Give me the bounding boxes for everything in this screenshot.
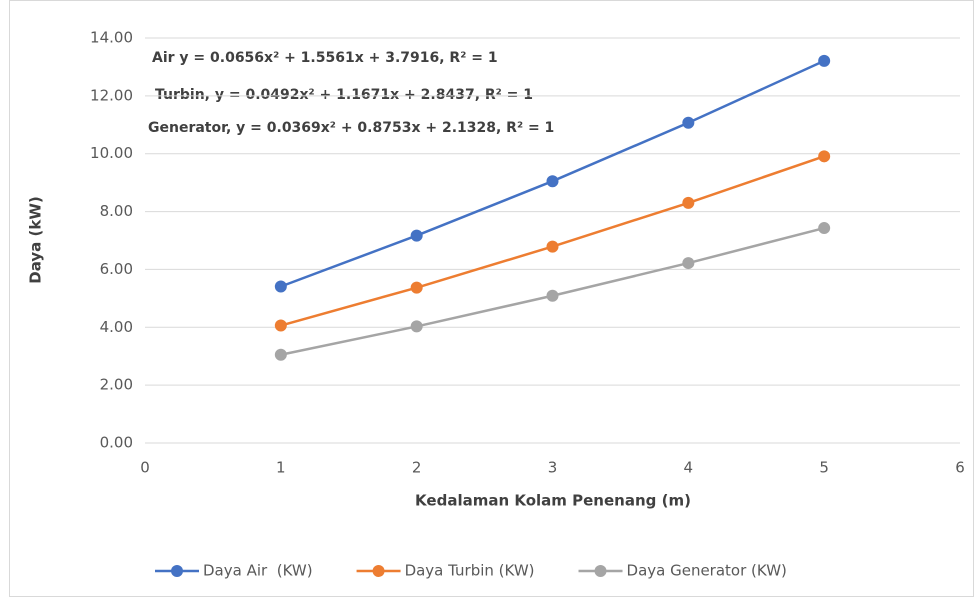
x-axis-label: Kedalaman Kolam Penenang (m) [415,492,691,510]
y-tick-label: 8.00 [100,202,133,220]
y-tick-label: 14.00 [90,29,133,47]
y-axis-label: Daya (kW) [27,196,45,283]
data-point [818,150,831,163]
annotation: Generator, y = 0.0369x² + 0.8753x + 2.13… [148,120,554,136]
x-tick-label: 4 [684,459,694,477]
data-point [818,222,831,235]
legend-label: Daya Air (KW) [203,562,313,580]
y-tick-label: 6.00 [100,260,133,278]
data-point [546,175,559,188]
x-tick-label: 6 [955,459,965,477]
x-tick-label: 1 [276,459,286,477]
y-tick-label: 2.00 [100,376,133,394]
y-tick-label: 4.00 [100,318,133,336]
x-tick-label: 5 [819,459,829,477]
annotation: Air y = 0.0656x² + 1.5561x + 3.7916, R² … [152,50,498,66]
legend-marker [171,565,183,577]
data-point [546,240,559,253]
annotation: Turbin, y = 0.0492x² + 1.1671x + 2.8437,… [155,87,533,103]
data-point [682,257,695,270]
legend-marker [594,565,607,577]
y-tick-label: 10.00 [90,144,133,162]
x-tick-label: 3 [548,459,558,477]
data-point [410,320,423,333]
data-point [274,348,287,361]
data-point [682,116,695,129]
x-tick-label: 0 [140,459,150,477]
x-tick-label: 2 [412,459,422,477]
legend-marker [372,565,385,577]
data-point [274,280,287,293]
data-point [546,289,559,302]
chart-border [9,0,974,597]
y-tick-label: 0.00 [100,434,133,452]
data-point [410,281,423,294]
y-tick-label: 12.00 [90,86,133,104]
data-point [818,54,831,67]
data-point [682,196,695,209]
data-point [410,229,423,242]
legend-label: Daya Generator (KW) [627,562,787,580]
data-point [274,319,287,332]
legend-label: Daya Turbin (KW) [405,562,535,580]
